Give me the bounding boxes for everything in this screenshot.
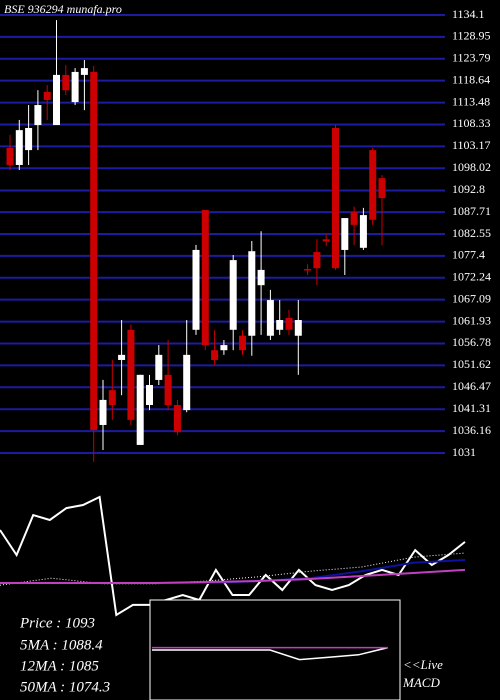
candle-body xyxy=(155,354,163,380)
candle-body xyxy=(294,320,302,336)
info-price: Price : 1093 xyxy=(19,615,95,631)
candle-body xyxy=(136,374,144,445)
live-label: <<Live xyxy=(403,657,443,672)
y-tick-label: 1103.17 xyxy=(452,138,491,152)
y-tick-label: 1123.79 xyxy=(452,51,491,65)
candle-body xyxy=(15,130,23,165)
y-tick-label: 1128.95 xyxy=(452,29,491,43)
candle-body xyxy=(239,335,246,351)
candle-body xyxy=(220,345,228,351)
y-tick-label: 1061.93 xyxy=(452,313,491,327)
info-5ma: 5MA : 1088.4 xyxy=(20,637,103,653)
macd-panel xyxy=(152,646,389,661)
y-tick-label: 1077.4 xyxy=(452,248,485,262)
candle-body xyxy=(146,385,153,405)
y-tick-label: 1056.78 xyxy=(452,335,491,349)
candle-body xyxy=(71,71,79,103)
candles xyxy=(6,20,386,462)
candle-body xyxy=(34,105,42,126)
candle-body xyxy=(359,215,367,248)
candle-body xyxy=(322,239,330,242)
candle-body xyxy=(257,269,265,286)
y-tick-label: 1046.47 xyxy=(452,379,491,393)
candle-body xyxy=(378,178,386,199)
candle-body xyxy=(341,218,349,250)
y-tick-label: 1051.62 xyxy=(452,357,491,371)
candle-body xyxy=(248,251,256,336)
y-tick-label: 1098.02 xyxy=(452,160,491,174)
candle-body xyxy=(53,74,60,126)
candle-body xyxy=(369,150,377,220)
candle-body xyxy=(25,128,33,151)
y-tick-label: 1134.1 xyxy=(452,7,485,21)
y-tick-label: 1036.16 xyxy=(452,423,491,437)
candle-body xyxy=(229,260,237,330)
y-tick-label: 1118.64 xyxy=(452,72,490,86)
y-tick-label: 1067.09 xyxy=(452,291,491,305)
info-12ma: 12MA : 1085 xyxy=(20,658,99,674)
candle-body xyxy=(90,71,98,431)
y-tick-label: 1087.71 xyxy=(452,204,491,218)
candle-body xyxy=(80,68,88,75)
indicator-line xyxy=(152,646,389,661)
macd-label: MACD xyxy=(402,675,440,690)
candle-body xyxy=(266,300,274,336)
y-tick-label: 1031 xyxy=(452,445,476,459)
y-tick-label: 1041.31 xyxy=(452,401,491,415)
candle-body xyxy=(183,354,191,411)
y-tick-label: 1108.33 xyxy=(452,116,491,130)
candle-body xyxy=(62,74,70,91)
y-tick-label: 1082.55 xyxy=(452,226,491,240)
indicator-line xyxy=(0,495,466,617)
candle-body xyxy=(332,128,339,269)
indicator-line xyxy=(0,568,466,584)
candle-body xyxy=(43,91,51,100)
candle-body xyxy=(99,399,107,425)
candle-body xyxy=(304,269,312,271)
y-tick-label: 1092.8 xyxy=(452,182,485,196)
candle-body xyxy=(6,147,14,165)
chart-title: BSE 936294 munafa.pro xyxy=(4,2,122,16)
indicator-line xyxy=(0,552,466,586)
candle-body xyxy=(313,252,321,269)
candle-body xyxy=(173,404,181,433)
candle-body xyxy=(118,354,126,360)
candle-body xyxy=(164,374,172,405)
candle-body xyxy=(127,329,135,420)
candle-body xyxy=(201,209,209,346)
candle-body xyxy=(192,249,200,330)
candle-body xyxy=(108,390,116,405)
candle-body xyxy=(276,320,284,330)
candle-body xyxy=(285,317,293,330)
y-tick-label: 1113.48 xyxy=(452,94,490,108)
info-50ma: 50MA : 1074.3 xyxy=(20,679,110,695)
y-tick-label: 1072.24 xyxy=(452,270,491,284)
candle-body xyxy=(350,212,358,225)
candle-body xyxy=(211,350,219,360)
lower-panel xyxy=(0,495,466,617)
